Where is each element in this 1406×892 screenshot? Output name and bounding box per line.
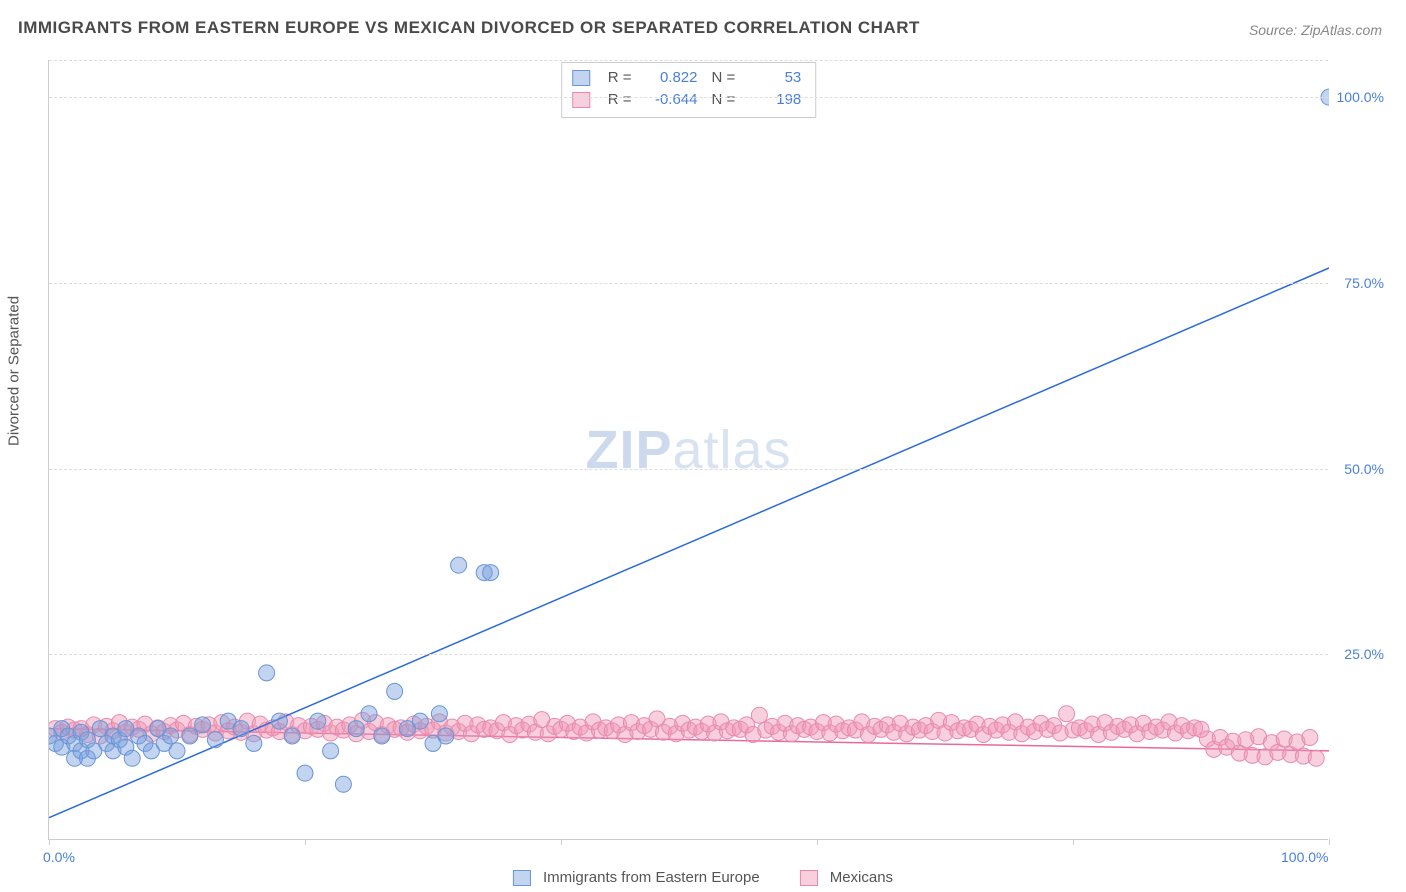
- data-point: [431, 706, 447, 722]
- swatch-pink: [572, 92, 590, 108]
- x-tick-label: 0.0%: [43, 849, 75, 865]
- stats-row-blue: R = 0.822 N = 53: [572, 67, 802, 89]
- data-point: [310, 713, 326, 729]
- x-tick: [561, 839, 562, 845]
- gridline: [49, 60, 1328, 61]
- y-tick-label: 50.0%: [1344, 461, 1384, 477]
- data-point: [163, 728, 179, 744]
- data-point: [233, 721, 249, 737]
- data-point: [297, 765, 313, 781]
- n-label: N =: [712, 67, 736, 89]
- x-tick: [305, 839, 306, 845]
- data-point: [284, 728, 300, 744]
- data-point: [387, 683, 403, 699]
- x-tick: [1073, 839, 1074, 845]
- data-point: [169, 743, 185, 759]
- r-value-blue: 0.822: [646, 67, 698, 89]
- r-label-2: R =: [608, 89, 632, 111]
- data-point: [335, 776, 351, 792]
- data-point: [182, 728, 198, 744]
- y-axis-title: Divorced or Separated: [6, 296, 23, 446]
- n-value-blue: 53: [749, 67, 801, 89]
- y-tick-label: 100.0%: [1337, 89, 1384, 105]
- legend-item-blue: Immigrants from Eastern Europe: [513, 869, 760, 886]
- data-point: [438, 728, 454, 744]
- data-point: [271, 713, 287, 729]
- gridline: [49, 283, 1328, 284]
- data-point: [451, 557, 467, 573]
- n-value-pink: 198: [749, 89, 801, 111]
- r-value-pink: -0.644: [646, 89, 698, 111]
- data-point: [195, 717, 211, 733]
- r-label: R =: [608, 67, 632, 89]
- swatch-blue: [572, 70, 590, 86]
- data-point: [1059, 706, 1075, 722]
- legend-label-blue: Immigrants from Eastern Europe: [543, 869, 760, 886]
- gridline: [49, 97, 1328, 98]
- x-tick-label: 100.0%: [1281, 849, 1328, 865]
- legend-item-pink: Mexicans: [800, 869, 893, 886]
- chart-area: ZIPatlas R = 0.822 N = 53 R = -0.644 N =…: [48, 60, 1386, 840]
- correlation-stats-box: R = 0.822 N = 53 R = -0.644 N = 198: [561, 62, 817, 118]
- plot-region: ZIPatlas R = 0.822 N = 53 R = -0.644 N =…: [48, 60, 1328, 840]
- gridline: [49, 654, 1328, 655]
- data-point: [323, 743, 339, 759]
- data-point: [348, 721, 364, 737]
- legend-label-pink: Mexicans: [830, 869, 893, 886]
- data-point: [751, 707, 767, 723]
- chart-title: IMMIGRANTS FROM EASTERN EUROPE VS MEXICA…: [18, 18, 920, 38]
- data-point: [124, 750, 140, 766]
- source-attribution: Source: ZipAtlas.com: [1249, 22, 1382, 38]
- y-tick-label: 75.0%: [1344, 275, 1384, 291]
- bottom-legend: Immigrants from Eastern Europe Mexicans: [513, 869, 893, 886]
- gridline: [49, 469, 1328, 470]
- legend-swatch-pink: [800, 870, 818, 886]
- data-point: [374, 728, 390, 744]
- x-tick: [49, 839, 50, 845]
- data-point: [1302, 729, 1318, 745]
- x-tick: [817, 839, 818, 845]
- stats-row-pink: R = -0.644 N = 198: [572, 89, 802, 111]
- data-point: [361, 706, 377, 722]
- data-point: [1308, 750, 1324, 766]
- scatter-svg: [49, 60, 1329, 840]
- data-point: [483, 565, 499, 581]
- data-point: [207, 732, 223, 748]
- legend-swatch-blue: [513, 870, 531, 886]
- data-point: [412, 713, 428, 729]
- data-point: [246, 735, 262, 751]
- data-point: [259, 665, 275, 681]
- n-label-2: N =: [712, 89, 736, 111]
- x-tick: [1329, 839, 1330, 845]
- y-tick-label: 25.0%: [1344, 646, 1384, 662]
